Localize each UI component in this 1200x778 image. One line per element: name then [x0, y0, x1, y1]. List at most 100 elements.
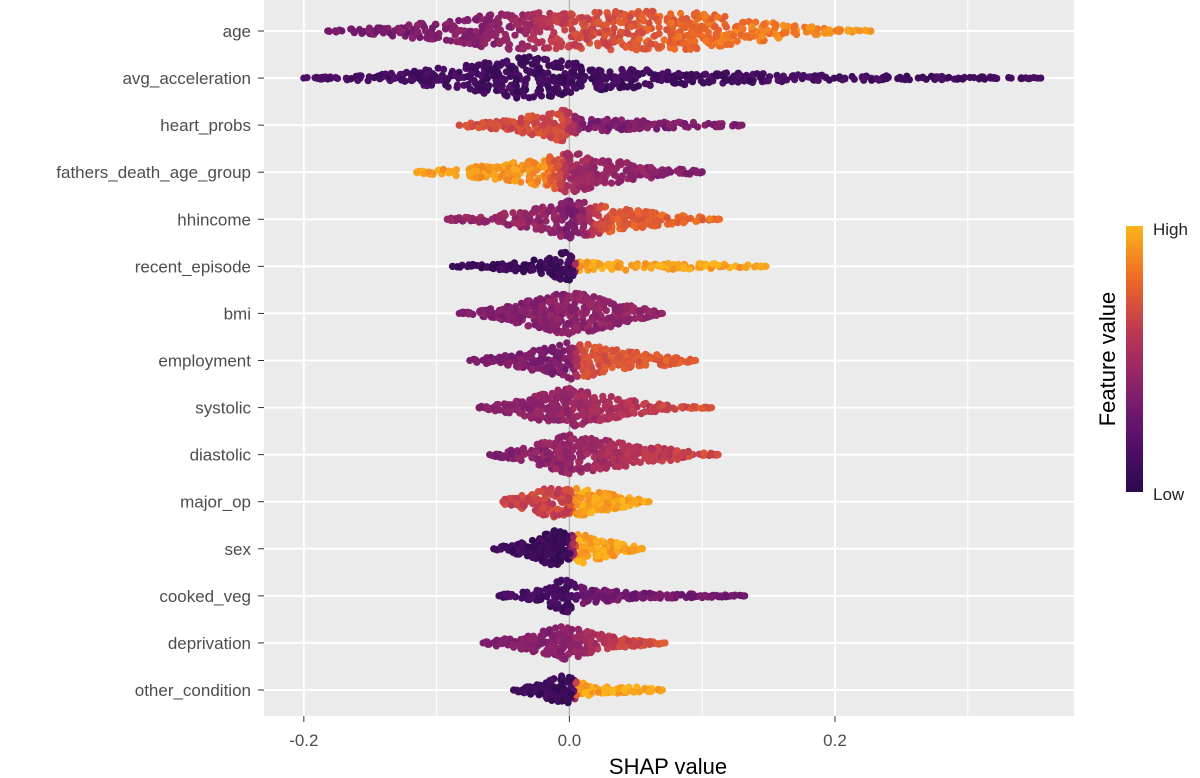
shap-point: [562, 584, 570, 592]
shap-point: [675, 32, 683, 41]
shap-point: [511, 264, 519, 272]
shap-point: [529, 10, 537, 18]
shap-point: [616, 124, 624, 133]
shap-point: [623, 29, 631, 37]
shap-point: [610, 171, 619, 179]
shap-point: [504, 44, 512, 52]
shap-point: [538, 16, 546, 24]
shap-point: [717, 38, 725, 46]
shap-point: [722, 31, 731, 39]
shap-point: [572, 349, 580, 357]
shap-point: [528, 209, 537, 217]
shap-point: [564, 126, 572, 134]
shap-point: [563, 339, 571, 347]
shap-point: [528, 359, 537, 367]
shap-point: [511, 31, 519, 39]
shap-point: [590, 464, 598, 472]
shap-point: [539, 121, 547, 129]
shap-point: [689, 118, 698, 126]
shap-point: [622, 462, 630, 470]
shap-point: [661, 452, 669, 460]
shap-point: [856, 27, 864, 35]
shap-point: [560, 529, 568, 537]
shap-point: [643, 124, 652, 132]
shap-point: [653, 593, 661, 601]
shap-point: [539, 114, 547, 122]
shap-point: [533, 177, 542, 186]
shap-point: [530, 35, 538, 44]
shap-point: [518, 398, 527, 406]
shap-point: [391, 27, 399, 35]
shap-point: [692, 217, 700, 225]
shap-point: [659, 402, 667, 410]
shap-point: [445, 169, 453, 177]
shap-point: [523, 298, 531, 306]
shap-point: [677, 403, 685, 411]
shap-point: [537, 555, 545, 563]
shap-point: [653, 168, 661, 176]
shap-point: [572, 289, 580, 297]
shap-point: [641, 408, 649, 416]
shap-point: [518, 541, 527, 549]
shap-point: [712, 29, 720, 38]
shap-point: [574, 412, 582, 420]
shap-point: [818, 71, 826, 79]
shap-point: [530, 256, 538, 264]
shap-point: [543, 549, 551, 557]
shap-point: [569, 539, 577, 548]
shap-point: [564, 608, 572, 616]
shap-point: [667, 19, 675, 27]
shap-point: [730, 32, 738, 40]
shap-point: [771, 30, 779, 38]
shap-point: [575, 213, 583, 221]
shap-point: [607, 179, 616, 187]
shap-point: [622, 74, 630, 82]
shap-point: [597, 67, 605, 75]
shap-point: [666, 121, 674, 129]
shap-point: [464, 63, 472, 71]
shap-point: [635, 358, 643, 366]
shap-point: [558, 389, 566, 397]
shap-point: [488, 21, 496, 30]
shap-point: [566, 386, 574, 394]
shap-point: [569, 272, 577, 280]
shap-point: [1026, 74, 1034, 82]
shap-point: [497, 172, 505, 180]
shap-point: [565, 496, 573, 504]
shap-point: [554, 263, 562, 272]
shap-point: [590, 293, 598, 301]
shap-point: [517, 355, 525, 363]
shap-point: [530, 44, 538, 53]
shap-point: [579, 120, 587, 128]
shap-point: [587, 163, 595, 171]
shap-point: [573, 356, 581, 364]
shap-point: [358, 28, 366, 36]
shap-point: [540, 163, 549, 172]
shap-point: [486, 451, 494, 459]
shap-point: [482, 60, 490, 68]
shap-point: [597, 320, 605, 328]
shap-point: [694, 123, 702, 131]
shap-point: [537, 226, 546, 234]
shap-point: [602, 464, 610, 472]
shap-point: [653, 73, 661, 81]
shap-point: [556, 453, 564, 461]
shap-point: [588, 545, 596, 554]
shap-point: [1005, 74, 1013, 82]
shap-point: [733, 37, 741, 45]
shap-point: [543, 44, 551, 52]
shap-point: [570, 59, 578, 68]
shap-point: [858, 74, 867, 82]
shap-point: [545, 487, 553, 495]
shap-point: [461, 213, 469, 221]
shap-point: [509, 313, 517, 322]
shap-point: [519, 44, 527, 53]
shap-point: [631, 497, 639, 505]
shap-point: [425, 168, 433, 176]
shap-point: [542, 414, 550, 422]
shap-point: [557, 57, 566, 65]
shap-point: [722, 69, 731, 77]
shap-point: [621, 317, 629, 325]
shap-point: [640, 594, 648, 602]
shap-point: [455, 27, 463, 35]
